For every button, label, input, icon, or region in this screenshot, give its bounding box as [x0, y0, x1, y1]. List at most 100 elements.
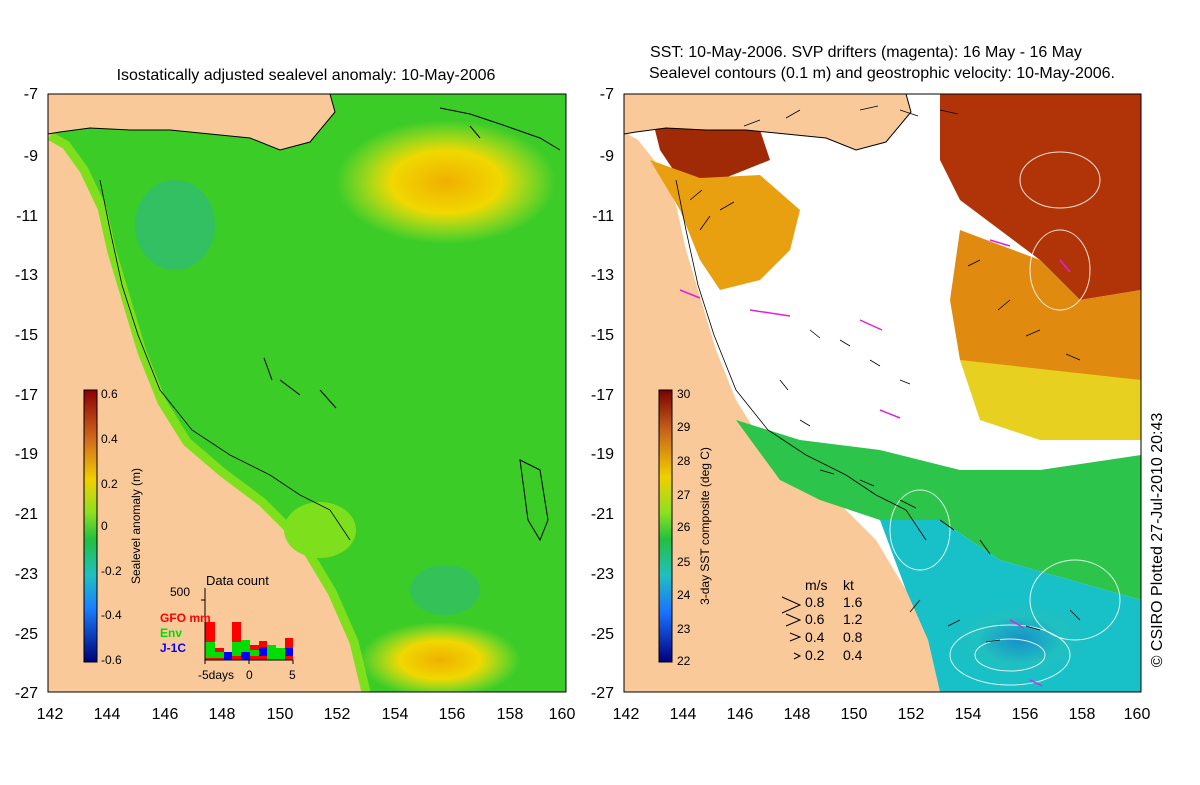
data-count-title: Data count [206, 573, 269, 588]
right-drifter-tracks [679, 239, 1071, 687]
speed-legend-ms: 0.8 [805, 594, 825, 610]
right-x-tick: 160 [1124, 706, 1151, 723]
right-colorbar-tick: 26 [677, 520, 691, 534]
speed-legend-kt: 0.8 [843, 629, 863, 645]
data-count-bar [259, 647, 267, 656]
data-count-bar [224, 652, 232, 660]
data-count-legend-env: Env [160, 626, 182, 640]
speed-legend-kt: 0.4 [843, 647, 863, 663]
right-sst-orange-west [650, 160, 800, 290]
right-sst-yellow-band [960, 360, 1141, 440]
left-x-tick: 152 [324, 706, 351, 723]
right-y-tick: -25 [591, 626, 614, 643]
right-x-tick: 142 [613, 706, 640, 723]
right-y-tick: -15 [591, 327, 614, 344]
right-title-line1: SST: 10-May-2006. SVP drifters (magenta)… [650, 44, 1082, 61]
right-x-tick: 150 [841, 706, 868, 723]
data-count-xtick: 0 [246, 668, 253, 682]
left-x-tick: 148 [209, 706, 236, 723]
left-map [48, 94, 566, 692]
speed-legend-kt: 1.6 [843, 594, 863, 610]
speed-legend: m/s kt 0.8 1.6 0.6 1.2 0.4 0.8 0.2 0.4 [781, 577, 863, 663]
data-count-bar [205, 622, 215, 660]
right-x-tick: 158 [1069, 706, 1096, 723]
left-colorbar-ticks: 0.6 0.4 0.2 0 -0.2 -0.4 -0.6 [101, 387, 122, 667]
left-colorbar [83, 389, 98, 663]
right-new-guinea-land [624, 94, 912, 151]
right-title-line2: Sealevel contours (0.1 m) and geostrophi… [649, 65, 1115, 82]
right-sst-orange-east [950, 230, 1141, 390]
left-high-anomaly-north [336, 120, 556, 244]
left-x-tick: 156 [439, 706, 466, 723]
speed-legend-arrow [785, 613, 802, 627]
right-map [624, 94, 1141, 692]
left-islands [263, 107, 561, 542]
right-y-tick: -27 [591, 685, 614, 702]
speed-legend-ms: 0.6 [805, 611, 825, 627]
right-x-tick: 152 [898, 706, 925, 723]
speed-legend-arrow [793, 652, 802, 660]
data-count-inset: Data count 500 GFO mm Env J-1C -5days 0 … [160, 573, 296, 682]
right-y-tick: -17 [591, 387, 614, 404]
left-colorbar-tick: 0.4 [101, 432, 118, 446]
left-y-tick: -11 [16, 208, 38, 225]
right-colorbar-tick: 28 [677, 454, 691, 468]
left-y-tick: -19 [15, 446, 38, 463]
left-colorbar-tick: -0.2 [101, 564, 122, 578]
left-x-tick: 144 [94, 706, 121, 723]
left-colorbar-tick: -0.4 [101, 608, 122, 622]
right-y-tick: -11 [592, 208, 614, 225]
left-x-tick: 158 [497, 706, 524, 723]
left-x-tick: 154 [382, 706, 409, 723]
left-new-guinea-land [48, 94, 336, 151]
data-count-legend-j1c: J-1C [160, 641, 186, 655]
right-x-tick: 154 [955, 706, 982, 723]
data-count-xtick: 5 [289, 668, 296, 682]
left-map-frame [47, 93, 567, 693]
right-colorbar-label: 3-day SST composite (deg C) [698, 447, 712, 605]
right-x-axis: 142 144 146 148 150 152 154 156 158 160 [613, 706, 1151, 723]
left-colorbar-label: Sealevel anomaly (m) [129, 468, 143, 584]
right-y-tick: -23 [591, 566, 614, 583]
data-count-scale: 500 [170, 585, 190, 599]
left-y-tick: -13 [15, 267, 38, 284]
data-count-bar [276, 648, 285, 660]
left-x-tick: 150 [267, 706, 294, 723]
right-y-tick: -21 [591, 506, 614, 523]
data-count-bar [241, 640, 250, 660]
right-map-frame [623, 93, 1142, 693]
right-colorbar-tick: 24 [677, 588, 691, 602]
data-count-bar [241, 652, 250, 660]
data-count-bar [215, 652, 224, 658]
left-coastal-lightgreen-band [48, 132, 371, 692]
data-count-bar [267, 645, 276, 660]
left-low-anomaly-patch [410, 565, 480, 615]
right-colorbar-tick: 29 [677, 420, 691, 434]
speed-legend-kt: 1.2 [843, 611, 863, 627]
left-colorbar-tick: 0.6 [101, 387, 118, 401]
left-y-tick: -17 [15, 387, 38, 404]
right-y-tick: -19 [591, 446, 614, 463]
left-lightgreen-patch [284, 502, 356, 558]
speed-legend-arrow [789, 632, 802, 642]
right-y-axis: -7 -9 -11 -13 -15 -17 -19 -21 -23 -25 -2… [591, 86, 614, 702]
left-coastline-reef [99, 179, 351, 541]
left-y-tick: -15 [15, 327, 38, 344]
left-low-anomaly-patch [135, 180, 215, 270]
data-count-bar [232, 622, 241, 660]
right-colorbar-tick: 23 [677, 622, 691, 636]
left-y-tick: -21 [15, 506, 38, 523]
left-colorbar-tick: 0.2 [101, 477, 118, 491]
right-y-tick: -13 [591, 267, 614, 284]
right-colorbar-tick: 30 [677, 387, 691, 401]
left-x-axis: 142 144 146 148 150 152 154 156 158 160 [37, 706, 576, 723]
right-x-tick: 144 [670, 706, 697, 723]
left-x-tick: 160 [549, 706, 576, 723]
data-count-axes [201, 588, 294, 664]
left-colorbar-tick: 0 [101, 519, 108, 533]
left-y-tick: -7 [24, 86, 38, 103]
right-velocity-vectors [689, 105, 1081, 643]
speed-legend-ms: 0.4 [805, 629, 825, 645]
right-colorbar-ticks: 30 29 28 27 26 25 24 23 22 [677, 387, 691, 668]
